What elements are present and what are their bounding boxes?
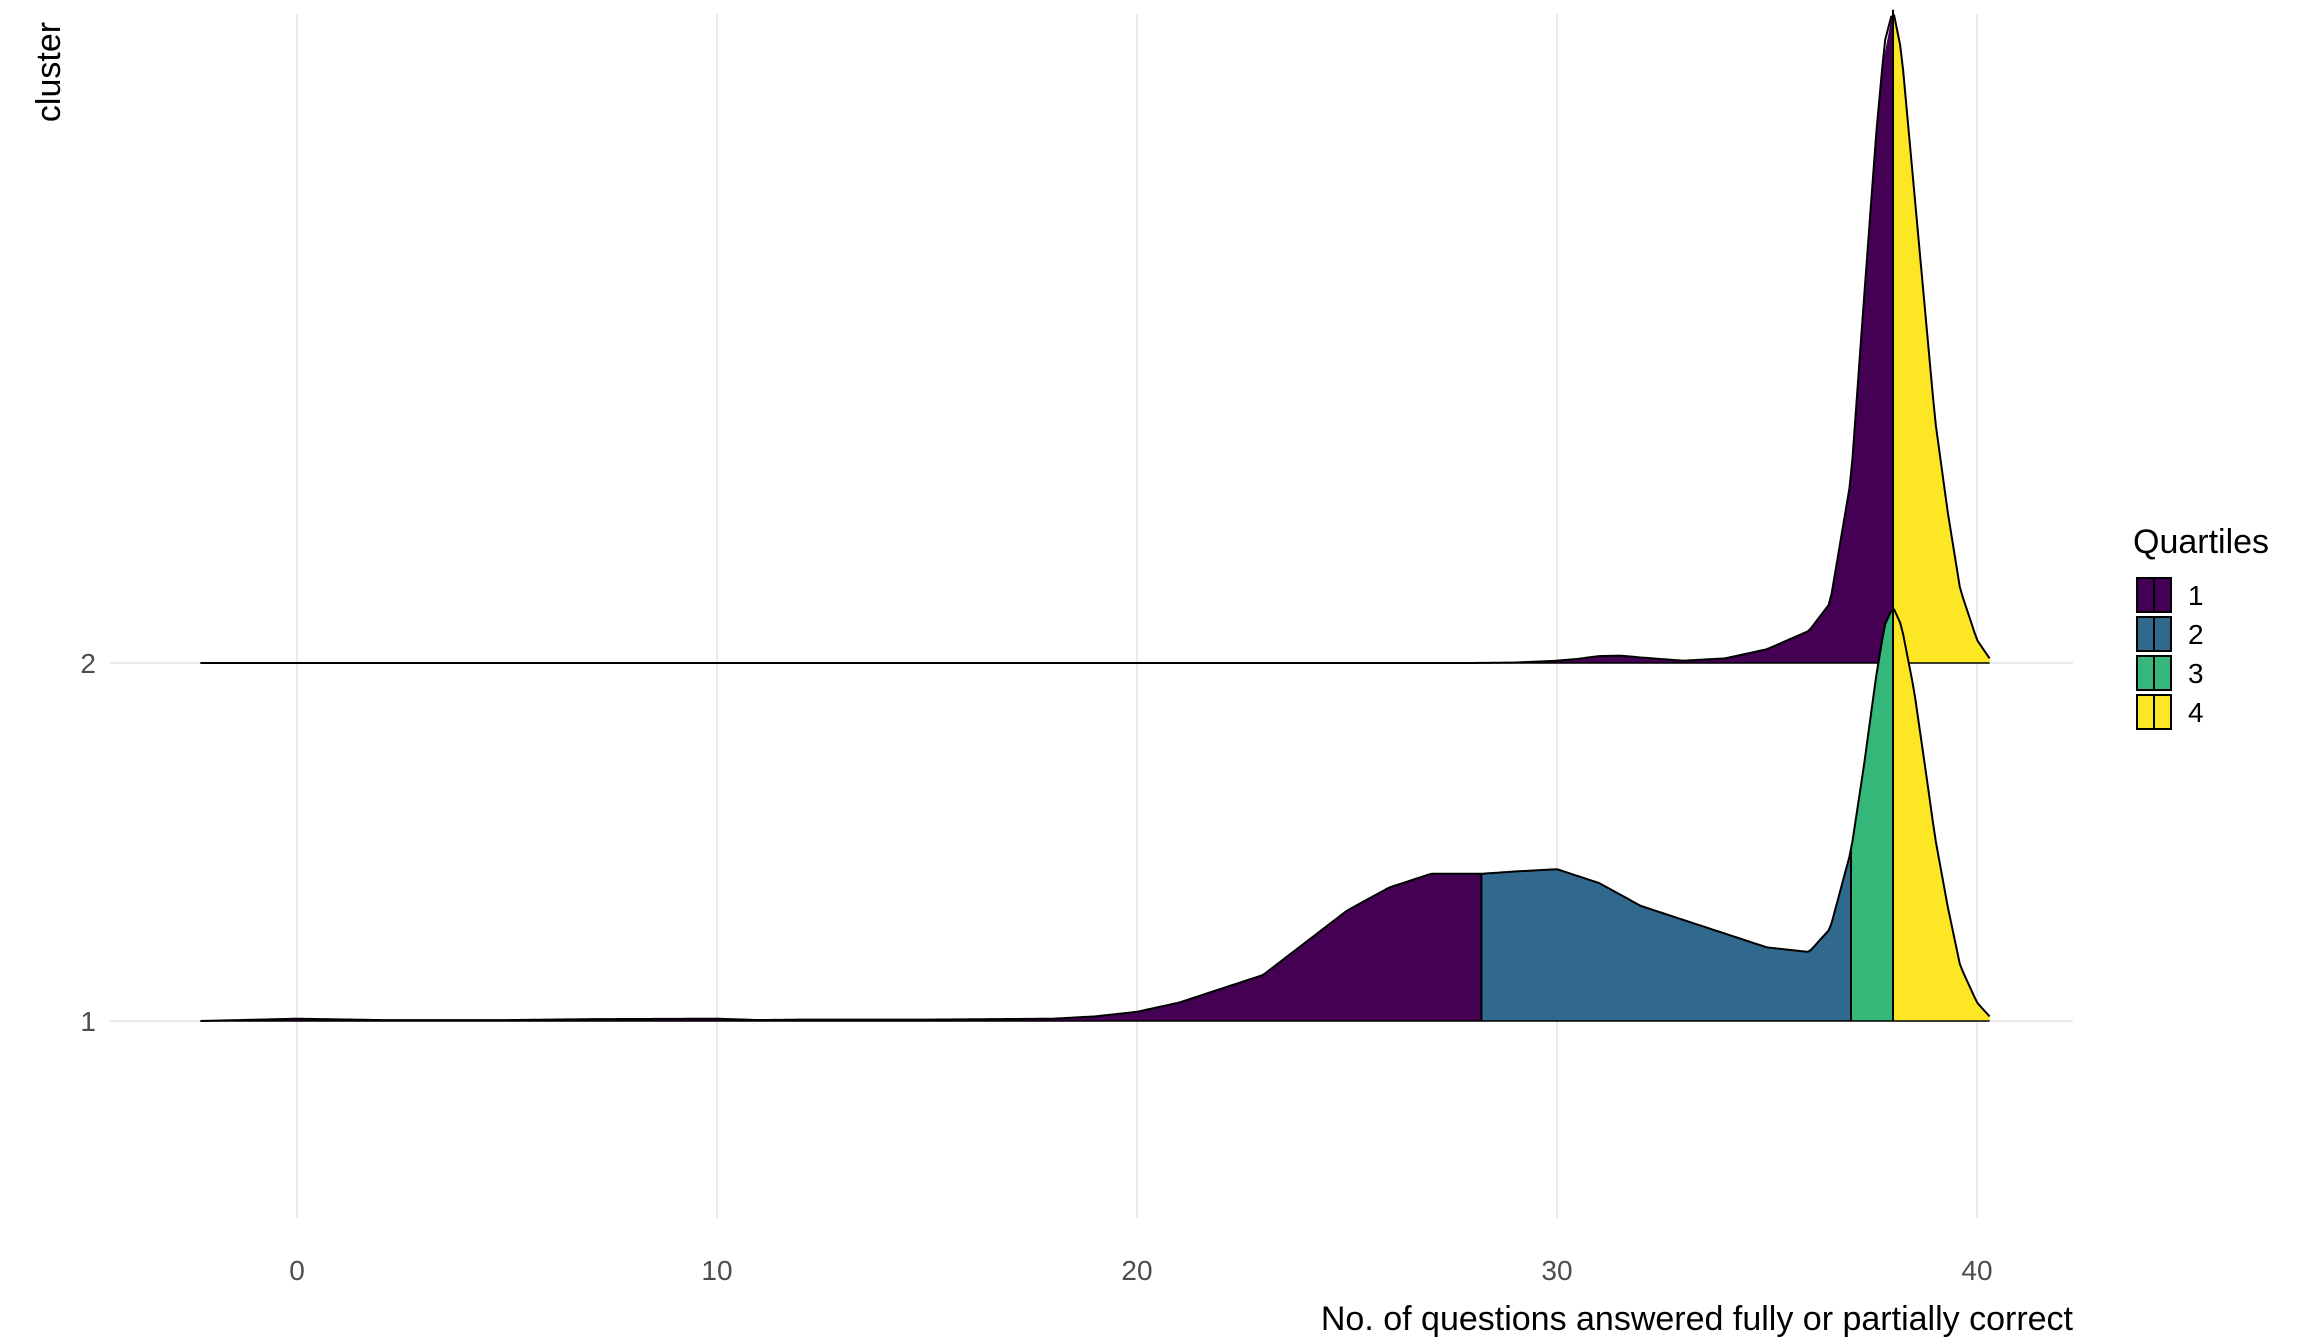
x-tick-label: 40 <box>1961 1255 1992 1286</box>
ridge-1-quartile-2 <box>1481 850 1851 1021</box>
ridges-layer <box>200 9 1991 1022</box>
ridge-1-quartile-4 <box>1893 607 1990 1021</box>
legend-label-3: 3 <box>2188 658 2204 689</box>
y-axis-title: cluster <box>30 22 68 122</box>
grid-layer <box>110 14 2073 1218</box>
legend-title: Quartiles <box>2133 523 2269 561</box>
legend-label-1: 1 <box>2188 580 2204 611</box>
x-tick-label: 10 <box>701 1255 732 1286</box>
ridge-outline-cluster-1 <box>200 608 1991 1022</box>
ridge-2-quartile-4 <box>1893 9 1990 664</box>
ridge-cluster-1 <box>200 607 1991 1022</box>
legend-label-2: 2 <box>2188 619 2204 650</box>
ridge-1-quartile-3 <box>1851 607 1893 1021</box>
legend-label-4: 4 <box>2188 697 2204 728</box>
y-tick-label-cluster-1: 1 <box>80 1006 96 1037</box>
y-axis-ticks: 12 <box>80 648 96 1037</box>
x-axis-title: No. of questions answered fully or parti… <box>1321 1300 2074 1338</box>
ridge-outline-cluster-2 <box>200 14 1991 664</box>
x-tick-label: 30 <box>1541 1255 1572 1286</box>
x-axis-ticks: 0 10 20 30 40 <box>289 1255 1992 1286</box>
y-tick-label-cluster-2: 2 <box>80 648 96 679</box>
ridge-1-quartile-1 <box>200 873 1482 1021</box>
ridge-cluster-2 <box>200 9 1991 664</box>
legend: Quartiles 1 2 3 4 <box>2133 523 2269 730</box>
ridge-2-quartile-1 <box>200 9 1893 664</box>
x-tick-label: 0 <box>289 1255 305 1286</box>
x-tick-label: 20 <box>1121 1255 1152 1286</box>
